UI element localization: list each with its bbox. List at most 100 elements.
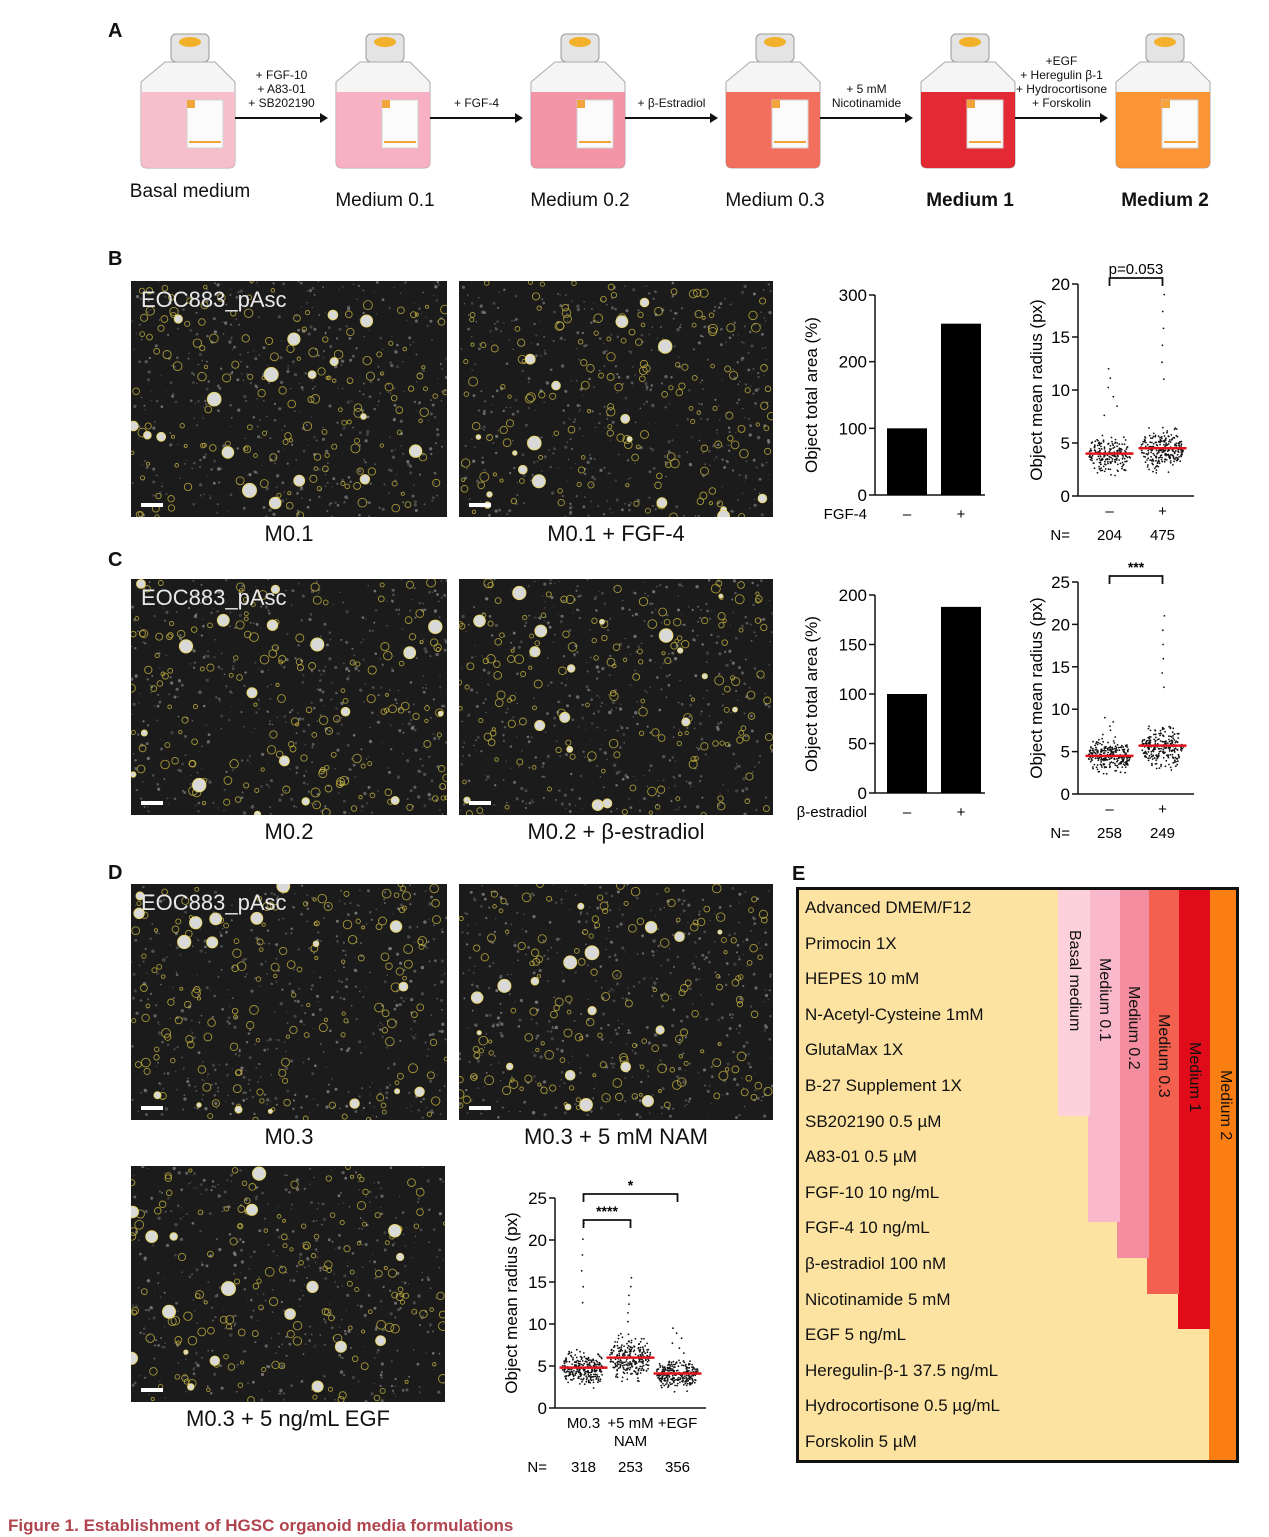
texture-dot: [369, 971, 371, 974]
texture-dot: [579, 1071, 582, 1075]
texture-dot: [512, 646, 516, 650]
texture-dot: [202, 1094, 204, 1096]
texture-dot: [293, 805, 296, 808]
texture-dot: [659, 584, 662, 587]
step-arrow-label: + 5 mM Nicotinamide: [820, 82, 913, 110]
texture-dot: [561, 1039, 565, 1043]
texture-dot: [236, 378, 240, 382]
texture-dot: [754, 766, 756, 768]
texture-dot: [668, 652, 670, 655]
organoid: [301, 797, 310, 806]
texture-dot: [375, 313, 377, 315]
texture-dot: [688, 781, 692, 785]
texture-dot: [532, 971, 536, 975]
texture-dot: [260, 1372, 265, 1377]
texture-dot: [140, 338, 143, 341]
texture-dot: [374, 609, 378, 612]
texture-dot: [435, 474, 437, 476]
texture-dot: [543, 582, 547, 586]
texture-dot: [306, 1277, 308, 1279]
texture-dot: [406, 1226, 408, 1228]
texture-dot: [214, 639, 216, 641]
organoid-outline: [381, 888, 392, 899]
texture-dot: [741, 624, 744, 628]
texture-dot: [717, 916, 720, 918]
texture-dot: [167, 1196, 170, 1200]
texture-dot: [240, 1066, 244, 1070]
organoid-outline: [249, 1005, 259, 1015]
texture-dot: [183, 462, 186, 465]
texture-dot: [389, 436, 391, 438]
micrograph-tag: EOC883_pAsc: [141, 287, 287, 312]
organoid-outline: [340, 1032, 346, 1038]
texture-dot: [617, 1113, 620, 1116]
texture-dot: [325, 1105, 329, 1109]
texture-dot: [721, 1094, 723, 1096]
texture-dot: [172, 1166, 176, 1171]
organoid-outline: [468, 376, 479, 387]
y-tick-label: 10: [1051, 381, 1070, 400]
texture-dot: [580, 1012, 582, 1015]
texture-dot: [659, 325, 663, 329]
texture-dot: [304, 744, 306, 746]
texture-dot: [611, 700, 616, 705]
texture-dot: [317, 291, 319, 293]
texture-dot: [608, 930, 610, 932]
texture-dot: [373, 589, 377, 593]
texture-dot: [144, 1209, 148, 1214]
texture-dot: [482, 412, 486, 416]
texture-dot: [359, 390, 361, 393]
texture-dot: [417, 1108, 421, 1112]
texture-dot: [736, 1028, 738, 1030]
organoid-outline: [131, 630, 137, 638]
texture-dot: [179, 634, 182, 637]
organoid-outline: [638, 1092, 643, 1097]
texture-dot: [512, 631, 516, 635]
organoid-outline: [729, 370, 739, 380]
texture-dot: [201, 1261, 203, 1263]
texture-dot: [167, 905, 170, 908]
texture-dot: [272, 1353, 274, 1354]
texture-dot: [465, 467, 469, 470]
organoid-outline: [519, 1086, 524, 1091]
texture-dot: [144, 947, 147, 950]
organoid-outline: [594, 922, 601, 929]
organoid-outline: [310, 1253, 317, 1259]
texture-dot: [239, 1169, 242, 1172]
organoid-outline: [338, 407, 343, 413]
texture-dot: [342, 601, 344, 604]
texture-dot: [462, 803, 466, 806]
organoid-outline: [228, 672, 234, 678]
texture-dot: [483, 429, 485, 431]
texture-dot: [135, 295, 140, 299]
texture-dot: [340, 364, 343, 367]
texture-dot: [438, 616, 441, 619]
texture-dot: [389, 724, 392, 727]
texture-dot: [656, 977, 659, 980]
organoid-outline: [243, 1197, 251, 1205]
texture-dot: [297, 948, 300, 951]
organoid-outline: [301, 326, 307, 332]
texture-dot: [590, 372, 593, 374]
texture-dot: [306, 1256, 309, 1259]
texture-dot: [585, 1034, 589, 1038]
texture-dot: [672, 1008, 676, 1012]
texture-dot: [682, 909, 686, 913]
texture-dot: [329, 638, 332, 641]
texture-dot: [578, 616, 581, 620]
texture-dot: [609, 409, 612, 412]
step-arrow: [235, 113, 328, 123]
texture-dot: [244, 1198, 248, 1202]
organoid-outline: [670, 642, 678, 650]
texture-dot: [361, 1243, 364, 1246]
texture-dot: [182, 1378, 184, 1380]
texture-dot: [503, 726, 507, 729]
texture-dot: [216, 283, 220, 287]
texture-dot: [286, 632, 289, 635]
texture-dot: [482, 668, 486, 672]
texture-dot: [288, 1342, 292, 1346]
texture-dot: [554, 1025, 558, 1030]
organoid-outline: [199, 345, 206, 352]
organoid: [732, 706, 738, 713]
organoid-outline: [411, 1011, 418, 1018]
